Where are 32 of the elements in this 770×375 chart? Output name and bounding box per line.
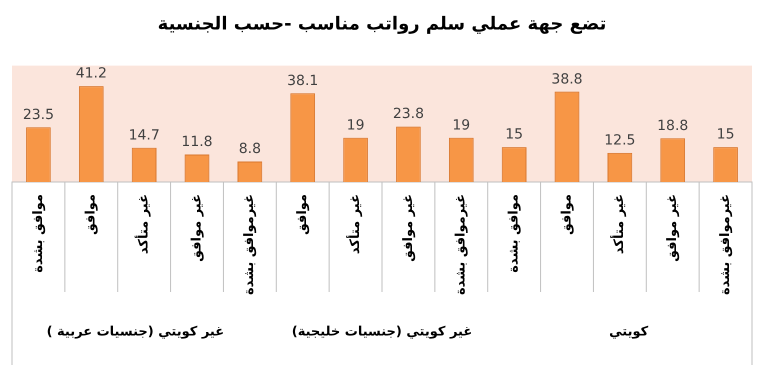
x-tick-label: موافق بشدة (30, 194, 46, 273)
x-tick-label: غير موافق (400, 194, 416, 262)
data-label: 19 (452, 117, 470, 134)
x-tick-label: غيرموافق بشدة (454, 194, 469, 296)
data-label: 12.5 (604, 132, 636, 149)
data-label: 23.8 (392, 106, 424, 122)
chart-title: تضع جهة عملي سلم رواتب مناسب -حسب الجنسية (158, 13, 606, 34)
x-tick-label: موافق بشدة (506, 194, 522, 273)
x-tick-label: غير متأكد (610, 194, 628, 254)
data-label: 41.2 (76, 66, 107, 82)
data-label: 15 (716, 126, 734, 143)
x-tick-label: غير موافق (665, 194, 680, 262)
data-label: 14.7 (128, 127, 160, 144)
data-label: 18.8 (657, 118, 688, 134)
data-label: 15 (505, 126, 524, 143)
data-label: 19 (346, 117, 364, 134)
text: غير كويتي (جنسيات خليجية) (292, 324, 472, 340)
x-tick-label: غيرموافق بشدة (242, 194, 258, 296)
x-tick-label: موافق (559, 194, 574, 235)
x-tick-label: غير متأكد (346, 194, 363, 254)
x-tick-label: غير متأكد (134, 194, 152, 254)
data-label: 11.8 (181, 134, 213, 150)
text: كويتي (609, 324, 649, 340)
x-tick-label: غير موافق (189, 194, 204, 262)
data-label: 23.5 (22, 106, 54, 123)
data-label: 38.8 (551, 71, 583, 88)
x-tick-label: غيرموافق بشدة (718, 194, 733, 296)
text: غير كويتي (جنسيات عربية ) (46, 324, 224, 340)
x-tick-label: موافق (84, 194, 99, 235)
data-label: 8.8 (238, 141, 261, 158)
data-label: 38.1 (287, 72, 318, 89)
x-tick-label: موافق (295, 194, 310, 235)
